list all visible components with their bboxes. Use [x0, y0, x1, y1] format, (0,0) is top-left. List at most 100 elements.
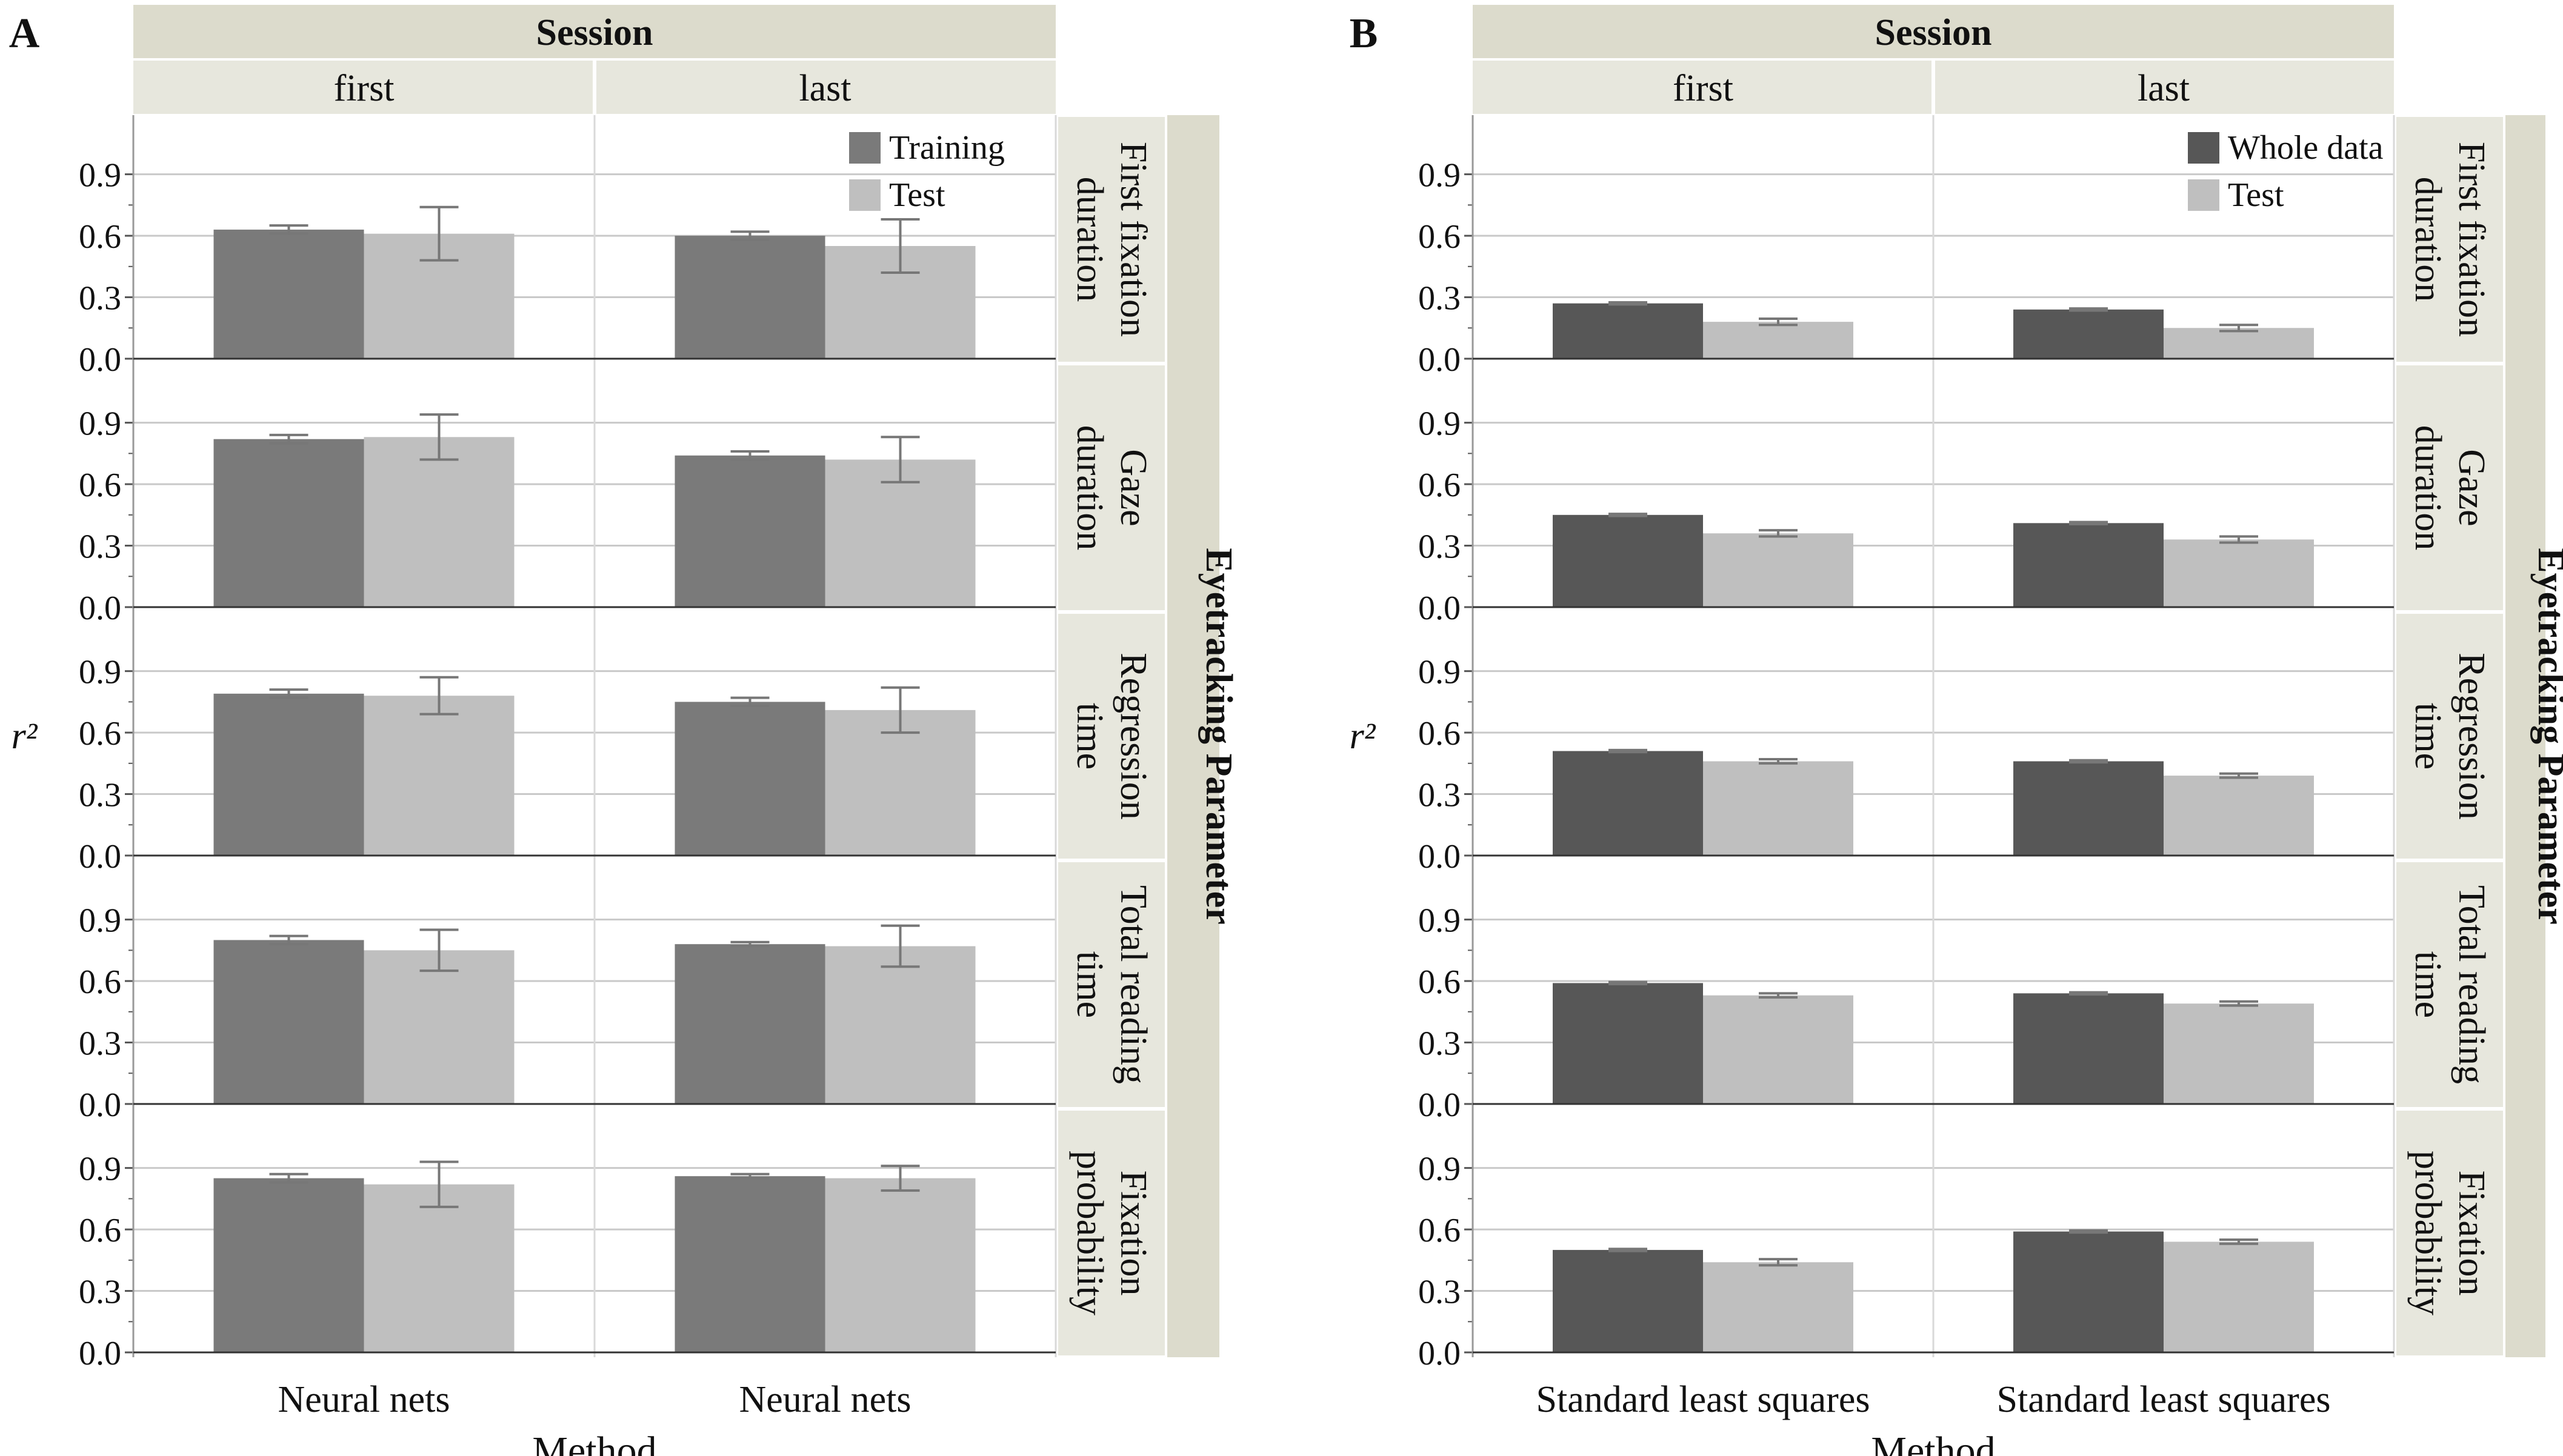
bar-test [364, 950, 515, 1104]
y-tick-label-0.3: 0.3 [1418, 280, 1461, 317]
row-facet-label: First fixationduration [1069, 142, 1154, 337]
row-facet-strip [1058, 614, 1165, 859]
bar-test [2164, 539, 2314, 607]
bar-test [825, 1178, 976, 1352]
row-facet-strip [1058, 117, 1165, 362]
facet-row-2: Gazeduration 0.0 0.3 0.6 0.9 [1418, 364, 2503, 627]
y-tick-label-0.0: 0.0 [1418, 590, 1461, 627]
row-facet-label-line: Gaze [1113, 449, 1154, 526]
y-tick-label-0.9: 0.9 [79, 157, 121, 194]
row-facet-label-line: Regression [2451, 653, 2492, 820]
y-tick-label-0.9: 0.9 [1418, 654, 1461, 691]
row-facet-label-line: Total reading [1113, 885, 1154, 1084]
bar-test [2164, 776, 2314, 856]
column-facet-strip [1473, 61, 1931, 114]
y-tick-label-0.0: 0.0 [79, 590, 121, 627]
column-facet-label-first: first [1673, 68, 1733, 109]
y-tick-label-0.6: 0.6 [1418, 467, 1461, 504]
bar-training [675, 944, 825, 1104]
y-axis-label: r² [1350, 716, 1376, 757]
column-facet-header [1473, 5, 2394, 58]
y-tick-label-0.6: 0.6 [79, 467, 121, 504]
row-facet-label-line: duration [1069, 177, 1110, 302]
y-tick-label-0.6: 0.6 [1418, 963, 1461, 1001]
bar-training [213, 229, 364, 359]
row-facet-strip [1058, 1111, 1165, 1355]
y-tick-label-0.6: 0.6 [1418, 715, 1461, 753]
row-facet-label: Regressiontime [2407, 653, 2492, 820]
y-tick-label-0.0: 0.0 [79, 341, 121, 379]
facet-row-3: Regressiontime 0.0 0.3 0.6 0.9 [79, 612, 1165, 876]
bar-test [1703, 761, 1853, 856]
panel-label: B [1350, 10, 1378, 57]
bar-training [213, 1178, 364, 1352]
column-facet-label-last: last [799, 68, 851, 109]
bar-whole-data [1553, 303, 1703, 359]
legend-swatch-test [2188, 179, 2219, 211]
bar-test [1703, 322, 1853, 359]
legend-swatch-whole-data [2188, 132, 2219, 164]
facet-row-5: Fixationprobability 0.0 0.3 0.6 0.9 [79, 1109, 1165, 1372]
legend-label-training: Training [889, 129, 1005, 167]
bar-test [2164, 1003, 2314, 1104]
y-tick-label-0.6: 0.6 [1418, 1212, 1461, 1249]
row-facet-label-line: Gaze [2451, 449, 2492, 526]
y-tick-label-0.6: 0.6 [1418, 218, 1461, 256]
x-axis-label: Method [1871, 1429, 1995, 1456]
y-tick-label-0.9: 0.9 [79, 405, 121, 443]
row-facet-label-line: time [2407, 951, 2448, 1018]
legend-swatch-training [849, 132, 881, 164]
row-facet-label: First fixationduration [2407, 142, 2492, 337]
bar-whole-data [1553, 514, 1703, 607]
row-facet-label-line: duration [2407, 425, 2448, 551]
row-facet-title: Eyetracking Parameter [2530, 548, 2563, 924]
facet-row-4: Total readingtime 0.0 0.3 0.6 0.9 [79, 860, 1165, 1124]
column-facet-label-last: last [2138, 68, 2190, 109]
facet-row-1: First fixationduration 0.0 0.3 0.6 0.9 Whole … [1418, 115, 2503, 379]
bar-test [364, 1184, 515, 1352]
row-facet-strip [2396, 1111, 2503, 1355]
row-facet-label-line: Fixation [1113, 1171, 1154, 1296]
bar-whole-data [2013, 523, 2164, 607]
bar-training [675, 1176, 825, 1352]
row-facet-strip [2396, 365, 2503, 610]
y-tick-label-0.9: 0.9 [79, 654, 121, 691]
y-axis-label: r² [12, 716, 38, 757]
y-tick-label-0.0: 0.0 [1418, 1086, 1461, 1124]
row-facet-header [2505, 115, 2545, 1357]
y-tick-label-0.9: 0.9 [79, 902, 121, 940]
panel-b: B Session first last Eyetracking Parameter r²… [1350, 5, 2563, 1456]
row-facet-label-line: time [1069, 951, 1110, 1018]
y-tick-label-0.0: 0.0 [79, 838, 121, 876]
bar-whole-data [2013, 761, 2164, 856]
bar-test [1703, 995, 1853, 1104]
row-facet-label: Fixationprobability [1069, 1151, 1154, 1315]
x-axis-label: Method [532, 1429, 656, 1456]
column-facet-header [133, 5, 1056, 58]
bar-test [825, 710, 976, 856]
bar-training [213, 439, 364, 607]
facet-row-3: Regressiontime 0.0 0.3 0.6 0.9 [1418, 612, 2503, 876]
y-tick-label-0.6: 0.6 [79, 715, 121, 753]
bar-training [675, 455, 825, 607]
x-category-label: Standard least squares [1997, 1379, 2331, 1420]
row-facet-label-line: Regression [1113, 653, 1154, 820]
row-facet-strip [1058, 365, 1165, 610]
column-facet-strip [596, 61, 1056, 114]
y-tick-label-0.3: 0.3 [79, 1025, 121, 1063]
facet-row-4: Total readingtime 0.0 0.3 0.6 0.9 [1418, 860, 2503, 1124]
column-facet-strip [1935, 61, 2394, 114]
legend-label-test: Test [2228, 176, 2284, 214]
legend-label-whole-data: Whole data [2228, 129, 2384, 167]
y-tick-label-0.9: 0.9 [79, 1151, 121, 1188]
y-tick-label-0.0: 0.0 [79, 1335, 121, 1372]
row-facet-label-line: First fixation [1113, 142, 1154, 337]
row-facet-label: Total readingtime [1069, 885, 1154, 1084]
y-tick-label-0.9: 0.9 [1418, 1151, 1461, 1188]
row-facet-label-line: Total reading [2451, 885, 2492, 1084]
bar-test [1703, 1262, 1853, 1352]
row-facet-strip [1058, 862, 1165, 1107]
y-tick-label-0.3: 0.3 [1418, 1025, 1461, 1063]
x-category-label: Standard least squares [1536, 1379, 1870, 1420]
